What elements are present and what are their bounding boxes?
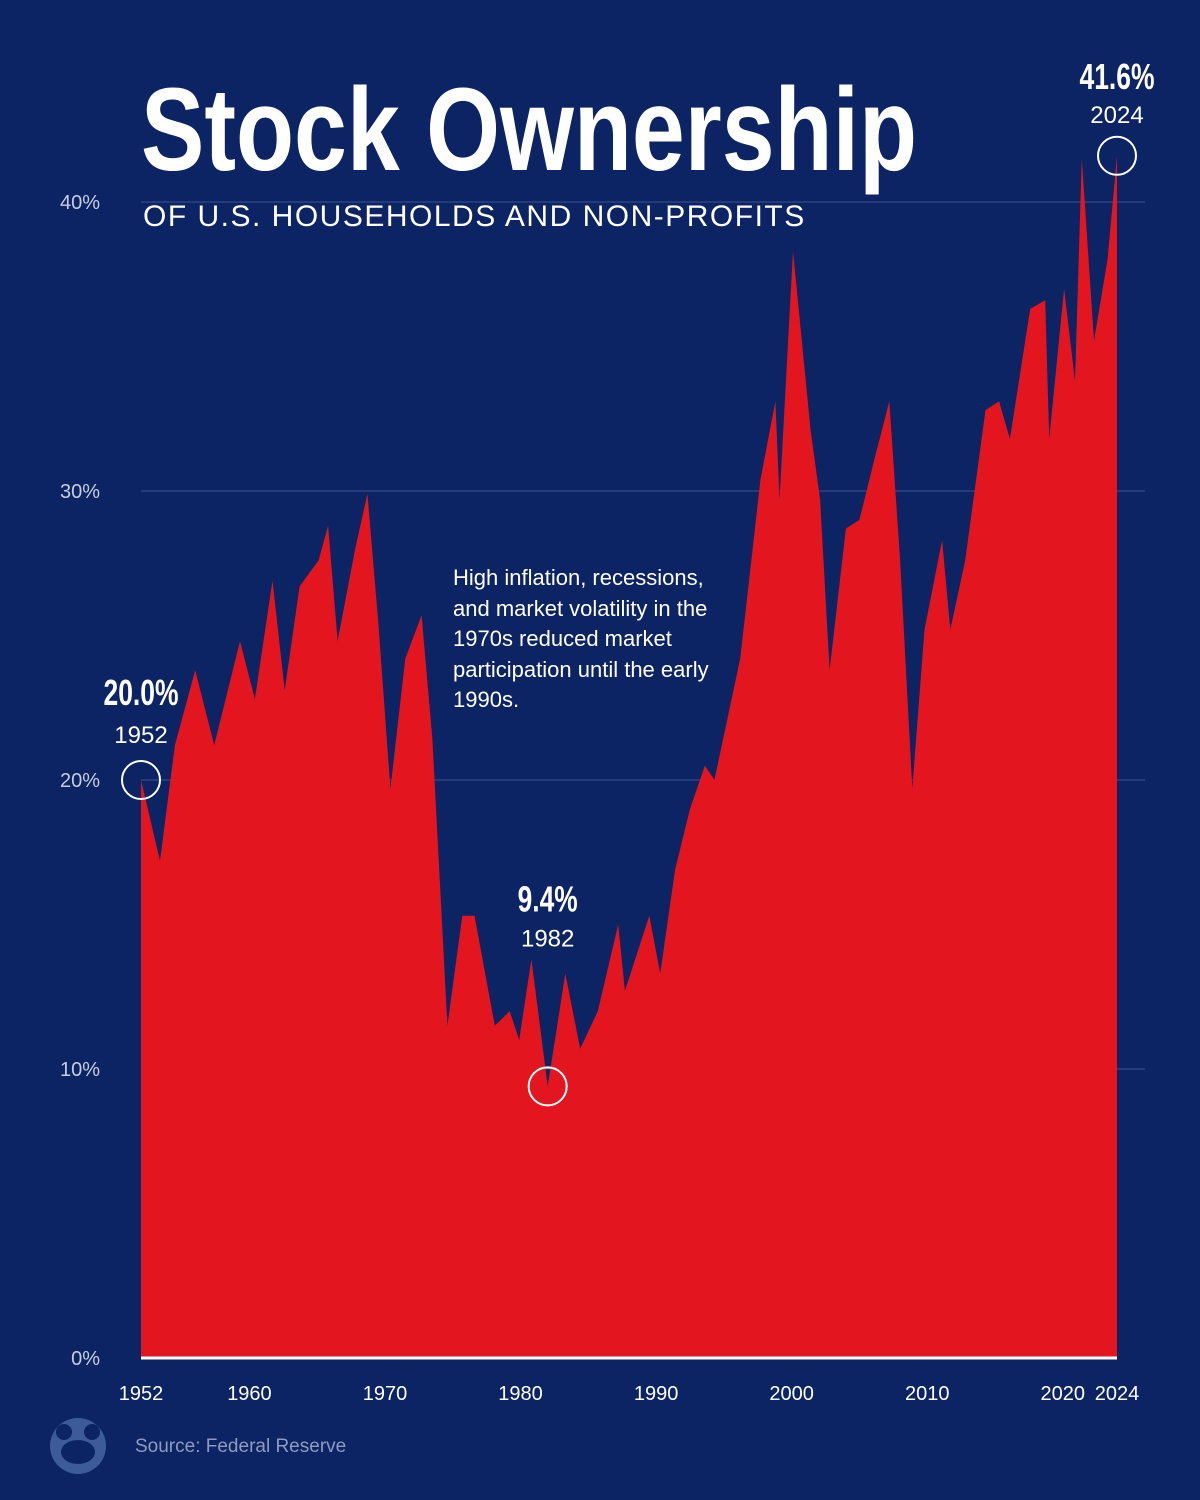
- chart-title: Stock Ownership: [141, 64, 917, 196]
- annotation-year: 2024: [1090, 102, 1143, 129]
- x-tick-label: 2010: [905, 1383, 950, 1405]
- area-layer: [141, 155, 1117, 1360]
- annotation-value: 9.4%: [518, 878, 578, 919]
- x-tick-label: 2024: [1095, 1383, 1140, 1405]
- annotations: 20.0% 1952 9.4% 1982 41.6% 2024: [104, 56, 1155, 1107]
- y-tick-label: 20%: [60, 770, 100, 792]
- y-tick-label: 30%: [60, 481, 100, 503]
- annotation-note: High inflation, recessions, and market v…: [453, 565, 709, 712]
- x-tick-label: 2000: [769, 1383, 814, 1405]
- annotation-marker: [121, 760, 161, 800]
- chart-subtitle: OF U.S. HOUSEHOLDS AND NON-PROFITS: [143, 200, 806, 233]
- annotation-marker: [527, 1066, 568, 1107]
- x-tick-label: 1960: [227, 1383, 272, 1405]
- y-tick-label: 40%: [60, 192, 100, 214]
- annotation-value: 41.6%: [1080, 56, 1155, 97]
- x-tick-label: 1970: [363, 1383, 408, 1405]
- y-tick-label: 0%: [71, 1348, 100, 1370]
- x-tick-label: 2020: [1041, 1383, 1086, 1405]
- x-tick-label: 1990: [634, 1383, 679, 1405]
- annotation-year: 1982: [521, 925, 574, 952]
- logo: [50, 1418, 106, 1474]
- area: [141, 155, 1117, 1358]
- annotation-marker: [1097, 135, 1137, 176]
- x-tick-label: 1952: [119, 1383, 164, 1405]
- y-tick-label: 10%: [60, 1059, 100, 1081]
- annotation-value: 20.0%: [104, 672, 179, 713]
- annotation-year: 1952: [114, 722, 167, 749]
- x-tick-label: 1980: [498, 1383, 543, 1405]
- ticks: 0% 10% 20% 30% 40% 1952 1960 1970 1980 1990 2000 20…: [60, 192, 1139, 1405]
- source: Source: Federal Reserve: [135, 1436, 346, 1457]
